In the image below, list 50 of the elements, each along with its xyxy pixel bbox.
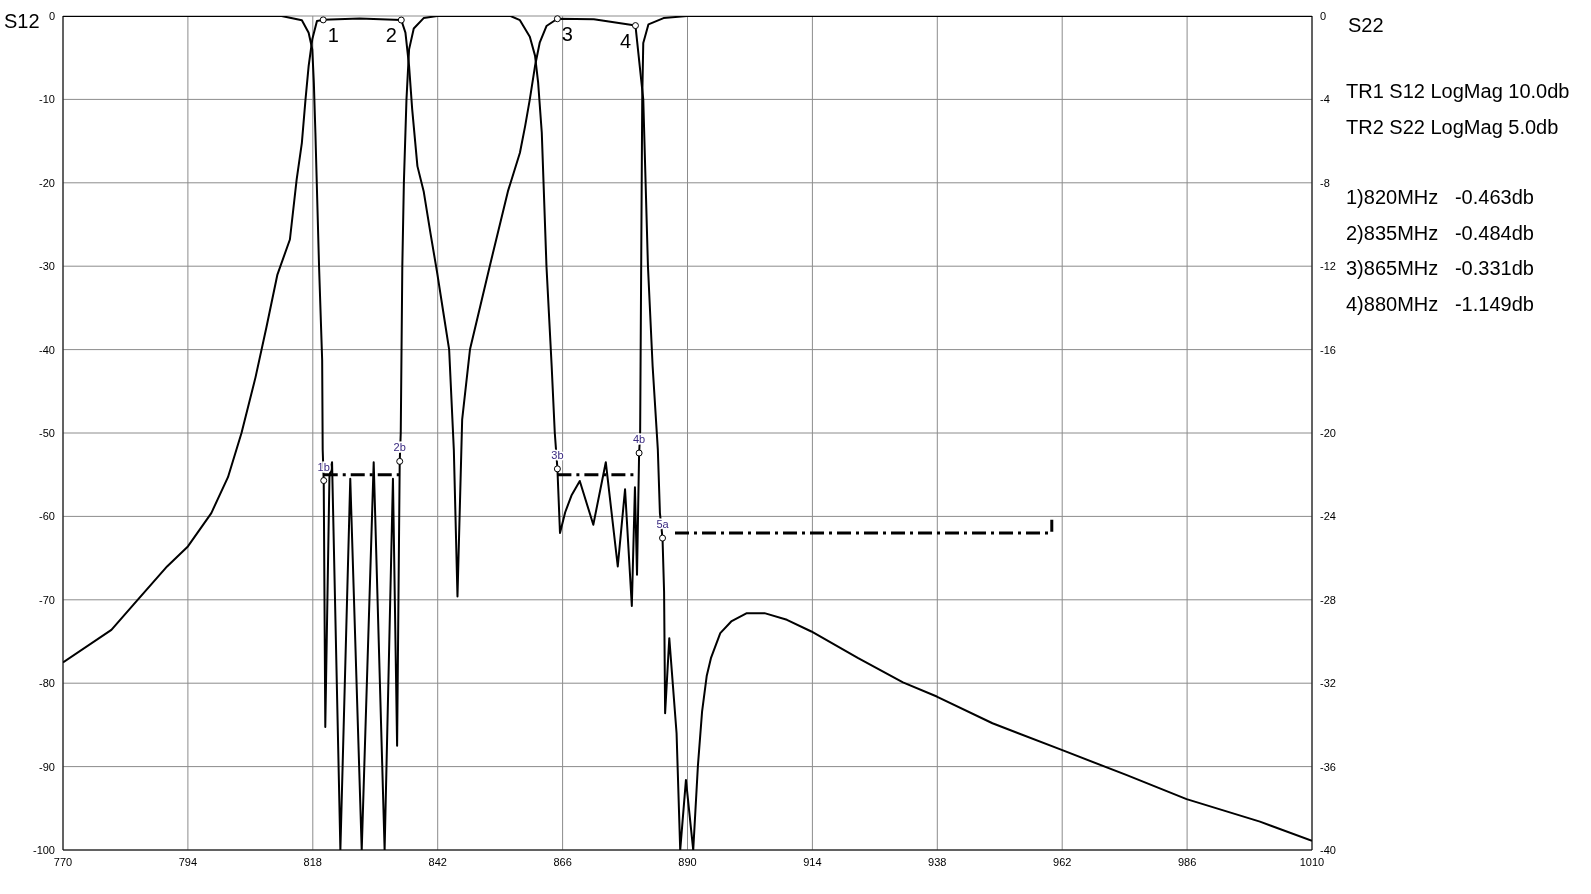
annotation: 4 (619, 29, 632, 52)
y2-tick-label: -28 (1320, 593, 1336, 606)
x-tick-label: 818 (303, 855, 322, 868)
x-tick-label: 986 (1177, 855, 1197, 868)
x-tick-label: 1010 (1299, 855, 1325, 868)
y2-tick-label: -36 (1320, 760, 1336, 773)
x-tick-label: 962 (1053, 855, 1072, 868)
x-tick-label: 866 (553, 855, 572, 868)
y-tick-label: -50 (39, 426, 55, 439)
y-tick-label: -80 (39, 677, 55, 690)
text: 1)820MHz -0.463db (1346, 185, 1535, 210)
text: 4)880MHz -1.149db (1346, 291, 1535, 317)
y-tick-label: -10 (39, 93, 55, 106)
text: 2)835MHz -0.484db (1346, 220, 1535, 246)
y2-tick-label: -8 (1320, 176, 1330, 189)
x-tick-label: 890 (678, 855, 697, 868)
y-tick-label: -30 (39, 260, 55, 273)
y2-tick-label: -16 (1320, 343, 1336, 356)
y-tick-label: 0 (48, 9, 55, 22)
y-tick-label: -100 (32, 843, 55, 856)
y2-tick-label: -32 (1320, 677, 1336, 690)
y2-tick-label: -24 (1320, 510, 1336, 523)
y2-tick-label: -12 (1320, 260, 1336, 273)
x-tick-label: 842 (428, 855, 447, 868)
point (659, 534, 667, 542)
y-tick-label: -90 (39, 760, 55, 773)
point (319, 16, 327, 24)
y2-tick-label: -40 (1320, 843, 1336, 856)
point (397, 16, 405, 24)
x-tick-label: 794 (178, 855, 198, 868)
x-tick-label: 770 (53, 855, 73, 868)
y2-tick-label: 0 (1320, 9, 1327, 22)
text: TR2 S22 LogMag 5.0db (1346, 114, 1560, 140)
annotation: 1 (327, 23, 339, 46)
y-axis-title: S12 (4, 10, 40, 33)
text: TR1 S12 LogMag 10.0db (1346, 79, 1570, 104)
y-tick-label: -60 (39, 510, 55, 523)
annotation: 2 (385, 24, 397, 47)
y-tick-label: -40 (39, 343, 55, 356)
y2-tick-label: -20 (1320, 426, 1336, 439)
x-tick-label: 938 (928, 855, 947, 868)
y2-axis-title: S22 (1348, 14, 1384, 37)
annotation: 3 (561, 22, 573, 45)
y-tick-label: -20 (39, 176, 55, 189)
point (553, 15, 561, 23)
y2-tick-label: -4 (1320, 93, 1330, 106)
text: 3)865MHz -0.331db (1346, 256, 1535, 281)
point (631, 22, 639, 30)
y-tick-label: -70 (39, 593, 55, 606)
x-tick-label: 914 (803, 855, 822, 868)
